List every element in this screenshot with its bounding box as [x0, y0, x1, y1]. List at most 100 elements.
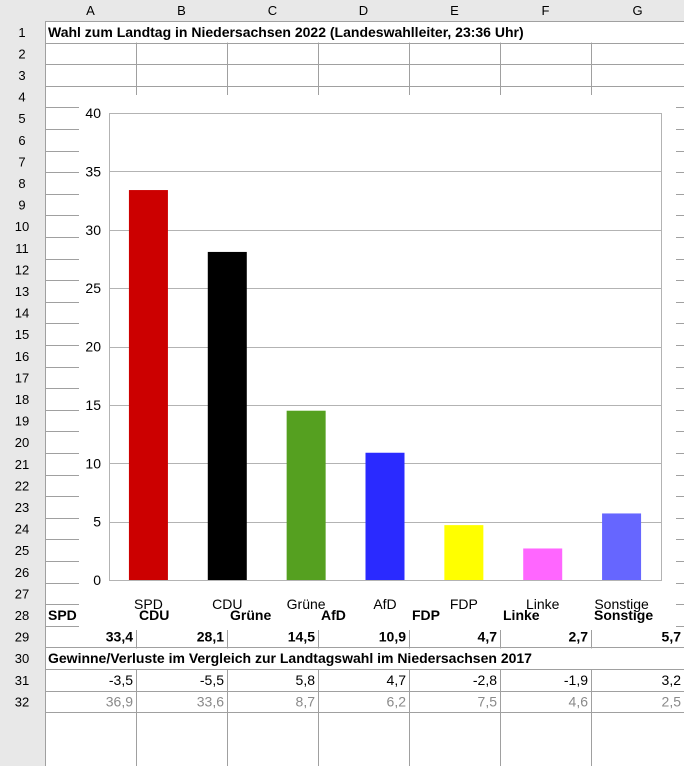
bar-fdp[interactable]: [444, 525, 484, 580]
cell-contents: Wahl zum Landtag in Niedersachsen 2022 (…: [46, 22, 683, 709]
row-header-10[interactable]: 10: [15, 219, 29, 234]
row-header-22[interactable]: 22: [15, 478, 29, 493]
previous-result-cell[interactable]: 8,7: [296, 693, 316, 709]
row-header-25[interactable]: 25: [15, 543, 29, 558]
row-header-32[interactable]: 32: [15, 694, 29, 709]
row-header-1[interactable]: 1: [18, 25, 25, 40]
previous-result-cell[interactable]: 6,2: [387, 693, 407, 709]
vote-share-cell[interactable]: 2,7: [569, 629, 589, 645]
column-header-F[interactable]: F: [542, 3, 550, 18]
row-header-18[interactable]: 18: [15, 392, 29, 407]
vote-share-cell[interactable]: 5,7: [662, 629, 682, 645]
vote-share-cell[interactable]: 33,4: [106, 629, 133, 645]
row-header-band: [0, 0, 45, 766]
row-header-3[interactable]: 3: [18, 68, 25, 83]
party-header-cell[interactable]: SPD: [48, 607, 77, 623]
party-header-cell[interactable]: AfD: [321, 607, 346, 623]
plot-frame: [109, 113, 662, 581]
previous-result-cell[interactable]: 36,9: [106, 693, 133, 709]
column-header-B[interactable]: B: [177, 3, 186, 18]
party-header-cell[interactable]: Grüne: [230, 607, 271, 623]
y-tick-label: 0: [93, 572, 101, 588]
bar-afd[interactable]: [365, 452, 405, 580]
y-tick-label: 15: [85, 397, 101, 413]
row-header-24[interactable]: 24: [15, 522, 29, 537]
row-header-28[interactable]: 28: [15, 608, 29, 623]
vote-share-cell[interactable]: 28,1: [197, 629, 224, 645]
row-header-6[interactable]: 6: [18, 133, 25, 148]
row-header-13[interactable]: 13: [15, 284, 29, 299]
x-tick-label: SPD: [134, 596, 163, 612]
row-header-26[interactable]: 26: [15, 565, 29, 580]
bar-gr-ne[interactable]: [286, 410, 326, 580]
comparison-note[interactable]: Gewinne/Verluste im Vergleich zur Landta…: [48, 650, 532, 666]
row-header-11[interactable]: 11: [15, 241, 29, 256]
row-header-7[interactable]: 7: [18, 154, 25, 169]
title-cell-bg: [46, 22, 683, 43]
y-tick-label: 40: [85, 105, 101, 121]
row-header-2[interactable]: 2: [18, 46, 25, 61]
party-header-cell[interactable]: FDP: [412, 607, 440, 623]
row-header-20[interactable]: 20: [15, 435, 29, 450]
row-header-14[interactable]: 14: [15, 306, 29, 321]
vote-share-cell[interactable]: 4,7: [478, 629, 498, 645]
row-header-9[interactable]: 9: [18, 198, 25, 213]
change-cell[interactable]: -5,5: [200, 672, 224, 688]
row-header-4[interactable]: 4: [18, 90, 25, 105]
column-header-C[interactable]: C: [268, 3, 277, 18]
y-tick-label: 10: [85, 455, 101, 471]
x-tick-label: Sonstige: [594, 596, 649, 612]
x-tick-label: AfD: [373, 596, 396, 612]
party-header-cell[interactable]: CDU: [139, 607, 169, 623]
previous-result-cell[interactable]: 7,5: [478, 693, 498, 709]
row-header-16[interactable]: 16: [15, 349, 29, 364]
change-cell[interactable]: -1,9: [564, 672, 588, 688]
change-cell[interactable]: 4,7: [387, 672, 407, 688]
bar-cdu[interactable]: [207, 251, 247, 580]
change-cell[interactable]: 3,2: [662, 672, 682, 688]
change-cell[interactable]: -2,8: [473, 672, 497, 688]
previous-result-cell[interactable]: 2,5: [662, 693, 682, 709]
note-cell-bg: [46, 648, 683, 669]
row-header-30[interactable]: 30: [15, 651, 29, 666]
change-cell[interactable]: -3,5: [109, 672, 133, 688]
row-header-5[interactable]: 5: [18, 111, 25, 126]
column-header-A[interactable]: A: [86, 3, 95, 18]
x-tick-label: CDU: [212, 596, 242, 612]
party-header-cell[interactable]: Sonstige: [594, 607, 653, 623]
row-header-19[interactable]: 19: [15, 414, 29, 429]
x-tick-label: Linke: [526, 596, 560, 612]
sheet-title[interactable]: Wahl zum Landtag in Niedersachsen 2022 (…: [48, 24, 524, 40]
vote-share-cell[interactable]: 14,5: [288, 629, 315, 645]
row-header-29[interactable]: 29: [15, 630, 29, 645]
y-tick-label: 30: [85, 222, 101, 238]
row-header-8[interactable]: 8: [18, 176, 25, 191]
row-header-21[interactable]: 21: [15, 457, 29, 472]
y-tick-label: 20: [85, 339, 101, 355]
y-tick-label: 5: [93, 514, 101, 530]
x-tick-label: FDP: [450, 596, 478, 612]
change-cell[interactable]: 5,8: [296, 672, 316, 688]
row-header-27[interactable]: 27: [15, 586, 29, 601]
row-header-31[interactable]: 31: [15, 673, 29, 688]
bar-sonstige[interactable]: [602, 513, 642, 580]
bar-linke[interactable]: [523, 548, 563, 580]
row-header-23[interactable]: 23: [15, 500, 29, 515]
row-header-17[interactable]: 17: [15, 370, 29, 385]
row-header-15[interactable]: 15: [15, 327, 29, 342]
y-tick-label: 35: [85, 163, 101, 179]
previous-result-cell[interactable]: 33,6: [197, 693, 224, 709]
column-header-E[interactable]: E: [450, 3, 459, 18]
party-header-cell[interactable]: Linke: [503, 607, 540, 623]
x-tick-label: Grüne: [287, 596, 326, 612]
bar-spd[interactable]: [128, 190, 168, 580]
row-header-12[interactable]: 12: [15, 262, 29, 277]
previous-result-cell[interactable]: 4,6: [569, 693, 589, 709]
vote-share-cell[interactable]: 10,9: [379, 629, 406, 645]
column-header-D[interactable]: D: [359, 3, 368, 18]
y-tick-label: 25: [85, 280, 101, 296]
column-header-G[interactable]: G: [632, 3, 642, 18]
